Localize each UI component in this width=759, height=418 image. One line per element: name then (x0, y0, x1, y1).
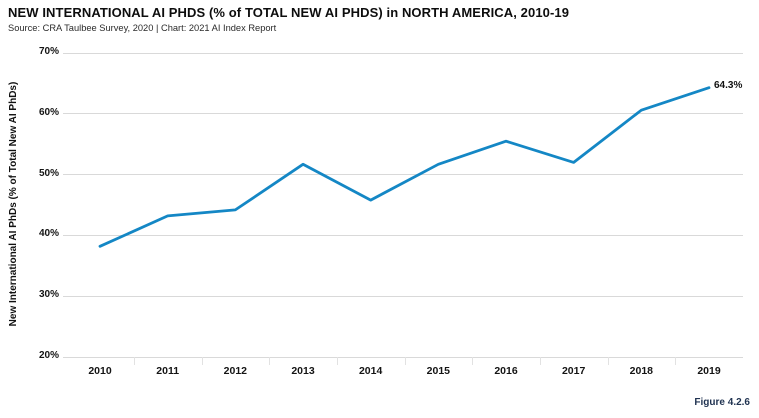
x-tick-label: 2010 (88, 365, 112, 377)
y-tick-label: 40% (38, 228, 59, 240)
y-tick-label: 70% (38, 46, 59, 57)
x-tick-label: 2014 (358, 365, 383, 377)
axis-tick (336, 357, 338, 365)
gridline (63, 113, 743, 115)
axis-tick (133, 357, 135, 365)
y-tick-label: 60% (38, 106, 59, 118)
axis-tick (607, 357, 609, 365)
trend-line (98, 86, 711, 248)
axis-tick (269, 357, 271, 365)
axis-tick (472, 357, 474, 365)
axis-tick (539, 357, 541, 365)
gridline (63, 295, 743, 297)
x-tick-label: 2012 (223, 365, 247, 377)
y-tick-label: 20% (38, 350, 59, 361)
gridline (63, 174, 743, 176)
axis-tick (404, 357, 406, 365)
x-tick-label: 2015 (426, 365, 450, 377)
y-tick-label: 30% (38, 289, 59, 301)
axis-tick (201, 357, 203, 365)
x-tick-label: 2018 (629, 365, 653, 377)
chart-title: NEW INTERNATIONAL AI PHDS (% of TOTAL NE… (8, 5, 570, 20)
x-tick-label: 2017 (561, 365, 586, 377)
gridline (63, 52, 743, 54)
x-tick-label: 2019 (697, 365, 721, 377)
axis-tick (675, 357, 677, 365)
data-label-2019: 64.3% (714, 79, 743, 91)
gridline (63, 234, 743, 236)
source-line: Source: CRA Taulbee Survey, 2020 | Chart… (8, 23, 277, 33)
y-tick-label: 50% (38, 167, 59, 179)
figure-caption: Figure 4.2.6 (694, 397, 750, 408)
x-tick-label: 2011 (156, 365, 180, 377)
x-tick-label: 2016 (494, 365, 518, 377)
x-tick-label: 2013 (291, 365, 315, 377)
gridline (63, 356, 743, 358)
